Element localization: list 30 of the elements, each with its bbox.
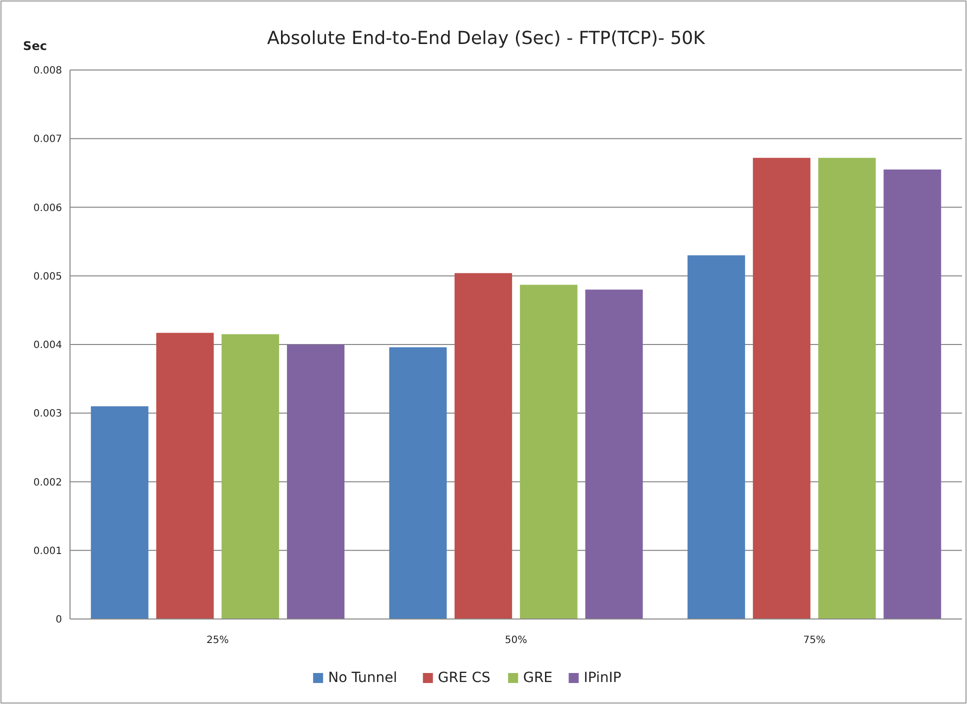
y-tick-label: 0.004 (33, 340, 62, 351)
bar (688, 255, 746, 619)
bar (585, 290, 643, 619)
y-tick-label: 0.003 (33, 408, 62, 420)
bar (156, 332, 214, 619)
chart-title: Absolute End-to-End Delay (Sec) - FTP(TCP)- 50K (267, 28, 706, 49)
bar (222, 334, 280, 619)
x-tick-label: 25% (206, 635, 229, 646)
x-tick-label: 75% (803, 635, 826, 646)
legend-label: GRE CS (438, 670, 491, 686)
y-tick-label: 0.002 (33, 477, 62, 488)
x-tick-label: 50% (504, 635, 528, 646)
y-tick-label: 0.007 (33, 134, 62, 146)
bar (389, 347, 447, 619)
bar (454, 273, 512, 619)
y-tick-label: 0.008 (33, 66, 62, 76)
bar (286, 344, 344, 619)
bar (90, 406, 148, 619)
bar (884, 170, 942, 619)
y-tick-label: 0.005 (33, 271, 62, 282)
legend-label: IPinIP (584, 670, 622, 686)
bar (752, 158, 810, 619)
legend-label: No Tunnel (328, 670, 398, 686)
y-tick-label: 0.006 (33, 202, 62, 214)
legend-label: GRE (523, 670, 553, 686)
bar (520, 284, 578, 619)
y-axis-title: Sec (23, 39, 47, 53)
bar (818, 158, 876, 619)
y-tick-label: 0 (56, 614, 62, 626)
y-tick-label: 0.001 (33, 546, 62, 557)
